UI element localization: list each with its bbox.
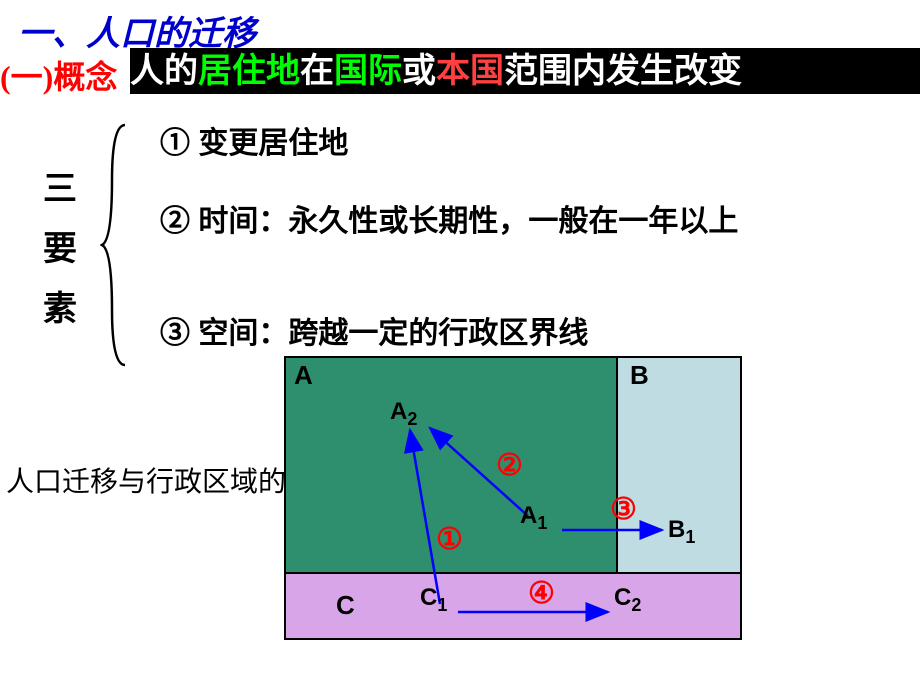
region-label-a: A (294, 360, 313, 391)
node-a2: A2 (390, 398, 417, 430)
point-2: ② 时间：永久性或长期性，一般在一年以上 (160, 200, 820, 244)
brace-icon (100, 120, 130, 370)
arrow-label-3: ③ (610, 492, 637, 527)
concept-text: 在 (300, 52, 334, 90)
region-diagram: A B C A1 A2 B1 C1 C2 ① ② ③ ④ (280, 352, 752, 652)
arrow-label-1: ① (436, 522, 463, 557)
concept-text: 或 (402, 52, 436, 90)
subsection-label: (一)概念 (0, 52, 117, 98)
concept-highlight: 居住地 (198, 52, 300, 90)
point-1: ① 变更居住地 (160, 118, 348, 162)
concept-highlight: 国际 (334, 52, 402, 90)
node-a1: A1 (520, 502, 547, 534)
concept-definition: 人的居住地在国际或本国范围内发生改变 (130, 48, 920, 94)
region-label-b: B (630, 360, 649, 391)
point-3: ③ 空间：跨越一定的行政区界线 (160, 308, 588, 352)
region-label-c: C (336, 590, 355, 621)
concept-text: 人的 (130, 52, 198, 90)
node-b1: B1 (668, 516, 695, 548)
arrow-label-2: ② (496, 448, 523, 483)
arrow-label-4: ④ (528, 576, 555, 611)
concept-text: 范围内发生改变 (504, 52, 742, 90)
node-c2: C2 (614, 584, 641, 616)
concept-highlight: 本国 (436, 52, 504, 90)
three-elements-label: 三要素 (40, 160, 80, 340)
node-c1: C1 (420, 584, 447, 616)
